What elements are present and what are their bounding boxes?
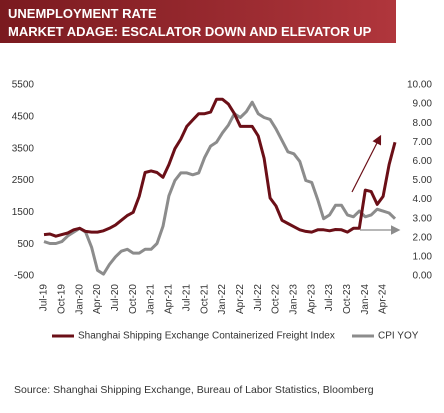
y-tick-label: 5500 (12, 80, 35, 91)
x-tick-label: Jul-22 (253, 284, 264, 312)
x-tick-label: Jan-23 (289, 284, 300, 315)
title-banner (0, 0, 396, 43)
y-tick-label: -500 (14, 271, 34, 282)
chart-title: UNEMPLOYMENT RATE (8, 6, 157, 21)
y2-tick-label: 8.00 (413, 118, 433, 129)
legend-label: Shanghai Shipping Exchange Containerized… (78, 331, 335, 342)
y2-tick-label: 4.00 (413, 194, 433, 205)
source-note: Source: Shanghai Shipping Exchange, Bure… (14, 384, 374, 396)
y-tick-label: 2500 (12, 175, 35, 186)
x-tick-label: Jan-21 (146, 284, 157, 315)
up-arrow (351, 134, 382, 193)
x-tick-label: Oct-21 (199, 284, 210, 314)
series-line (43, 100, 397, 276)
x-tick-label: Oct-20 (128, 284, 139, 314)
x-tick-label: Oct-23 (342, 284, 353, 314)
x-tick-label: Apr-23 (306, 284, 317, 314)
x-tick-label: Jan-24 (360, 284, 371, 315)
y2-tick-label: 0.00 (413, 271, 433, 282)
y2-tick-label: 9.00 (413, 99, 433, 110)
y2-tick-label: 3.00 (413, 213, 433, 224)
x-tick-label: Apr-21 (164, 284, 175, 314)
x-tick-label: Jul-21 (181, 284, 192, 312)
x-tick-label: Jul-23 (324, 284, 335, 312)
y-tick-label: 500 (17, 239, 34, 250)
y-tick-label: 3500 (12, 143, 35, 154)
x-tick-label: Apr-22 (235, 284, 246, 314)
y2-tick-label: 6.00 (413, 156, 433, 167)
x-tick-label: Apr-24 (378, 284, 389, 314)
y2-tick-label: 10.00 (407, 80, 432, 91)
x-tick-label: Oct-19 (56, 284, 67, 314)
legend-label: CPI YOY (378, 331, 419, 342)
y2-tick-label: 1.00 (413, 252, 433, 263)
y-tick-label: 1500 (12, 207, 35, 218)
y2-tick-label: 5.00 (413, 175, 433, 186)
x-tick-label: Jan-22 (217, 284, 228, 315)
x-tick-label: Jul-20 (110, 284, 121, 312)
x-tick-label: Apr-20 (92, 284, 103, 314)
x-tick-label: Jan-20 (74, 284, 85, 315)
x-tick-label: Oct-22 (271, 284, 282, 314)
chart-subtitle: MARKET ADAGE: ESCALATOR DOWN AND ELEVATO… (8, 24, 372, 39)
y-tick-label: 4500 (12, 111, 35, 122)
series-line (43, 97, 397, 238)
x-tick-label: Jul-19 (39, 284, 50, 312)
y2-tick-label: 7.00 (413, 137, 433, 148)
y2-tick-label: 2.00 (413, 232, 433, 243)
